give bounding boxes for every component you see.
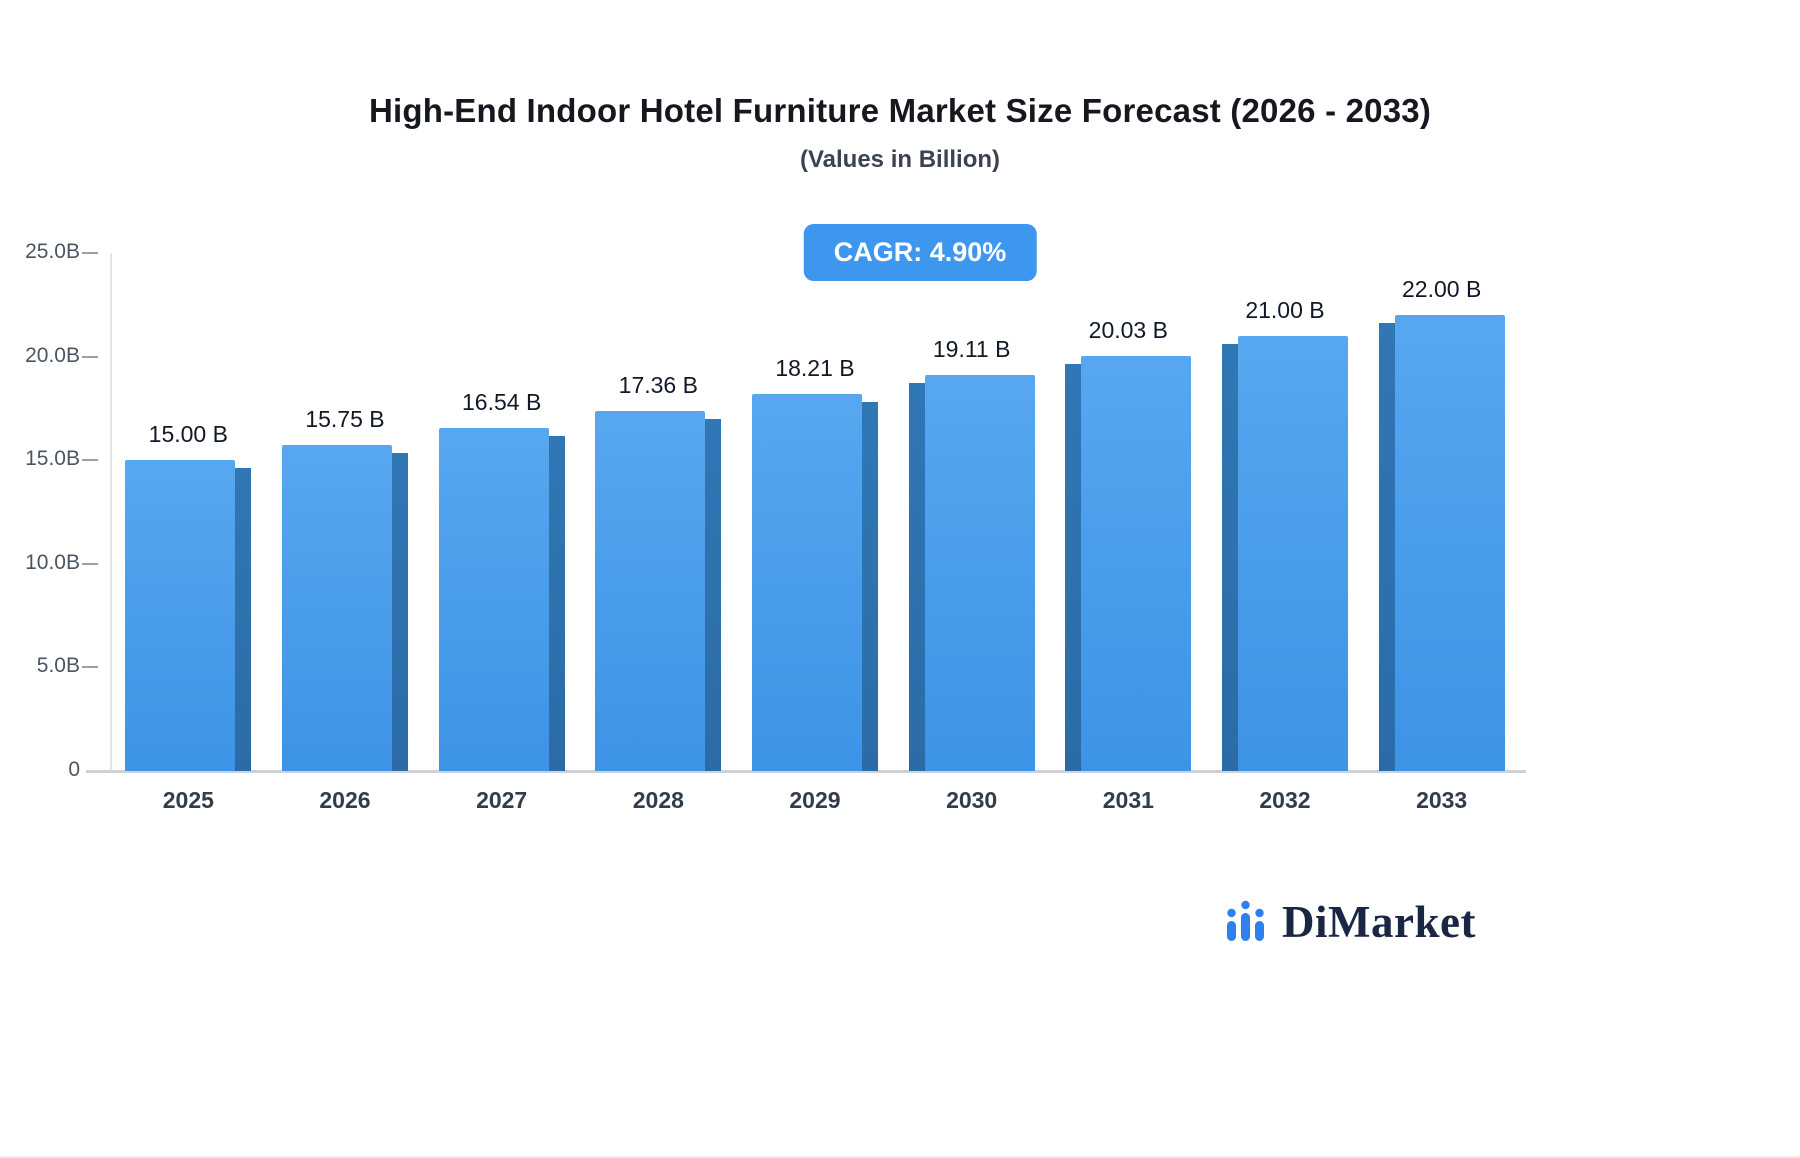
bar-2033 <box>1378 315 1505 771</box>
y-tick-mark <box>82 562 98 565</box>
x-tick-label: 2026 <box>319 787 371 813</box>
bar-value-label: 15.75 B <box>305 405 385 432</box>
y-tick-label: 10.0B <box>25 550 80 574</box>
bar-2027 <box>438 428 565 771</box>
x-tick-label: 2027 <box>476 787 528 813</box>
x-tick-label: 2032 <box>1259 787 1311 813</box>
chart-subtitle: (Values in Billion) <box>799 146 1001 173</box>
x-tick-label: 2031 <box>1102 787 1154 813</box>
x-tick-label: 2029 <box>789 787 841 813</box>
bar-value-label: 16.54 B <box>462 389 542 416</box>
cagr-badge: CAGR: 4.90% <box>803 224 1037 281</box>
bar-side-shade <box>908 383 925 771</box>
x-tick-label: 2030 <box>946 787 998 813</box>
x-axis-line <box>86 770 1526 773</box>
y-tick-mark <box>82 459 98 462</box>
bar-value-label: 17.36 B <box>618 372 698 399</box>
bar-side-shade <box>705 419 722 771</box>
bar-2032 <box>1222 335 1348 771</box>
bar-face <box>438 428 549 771</box>
bar-2028 <box>595 411 722 771</box>
bar-2030 <box>908 375 1035 771</box>
bar-value-label: 19.11 B <box>932 336 1011 363</box>
x-tick-label: 2028 <box>632 787 684 813</box>
bar-side-shade <box>392 452 408 771</box>
y-tick-label: 5.0B <box>36 654 80 678</box>
bar-side-shade <box>862 401 878 771</box>
chart-title: High-End Indoor Hotel Furniture Market S… <box>368 92 1432 129</box>
bar-value-label: 20.03 B <box>1088 316 1168 343</box>
bar-chart-icon <box>1222 898 1270 946</box>
bar-face <box>1238 335 1348 771</box>
dimarket-logo: DiMarket <box>1222 896 1476 948</box>
bar-face <box>924 375 1035 771</box>
bar-face <box>752 393 862 771</box>
bar-2029 <box>752 393 878 771</box>
plot-area: 25.0B 20.0B 15.0B 10.0B 5.0B 0 15.00 B 2025 15.7… <box>25 240 1520 813</box>
y-tick-label: 25.0B <box>25 240 80 263</box>
logo-text: DiMarket <box>1282 897 1476 947</box>
bar-value-label: 15.00 B <box>148 421 228 448</box>
bar-side-shade <box>1065 363 1082 771</box>
x-tick-label: 2025 <box>162 787 214 813</box>
bar-side-shade <box>1378 323 1395 771</box>
y-tick-mark <box>82 252 98 254</box>
y-tick-label: 20.0B <box>25 343 80 367</box>
bar-value-label: 22.00 B <box>1402 276 1482 303</box>
bar-face <box>125 460 236 771</box>
bar-side-shade <box>1222 343 1238 771</box>
bar-side-shade <box>235 468 252 771</box>
bar-face <box>1081 355 1192 771</box>
y-axis-line <box>110 253 112 771</box>
bar-side-shade <box>548 436 565 771</box>
bar-2026 <box>282 444 408 771</box>
y-tick-label: 0 <box>68 758 80 781</box>
bar-2031 <box>1065 355 1192 771</box>
y-tick-mark <box>82 666 98 669</box>
bar-value-label: 21.00 B <box>1245 296 1325 323</box>
bar-face <box>282 444 392 771</box>
y-tick-mark <box>82 355 98 358</box>
bar-2025 <box>125 460 252 771</box>
bar-face <box>1394 315 1505 771</box>
bar-value-label: 18.21 B <box>775 354 855 381</box>
bar-face <box>595 411 706 771</box>
y-tick-label: 15.0B <box>25 447 80 471</box>
x-tick-label: 2033 <box>1416 787 1468 813</box>
